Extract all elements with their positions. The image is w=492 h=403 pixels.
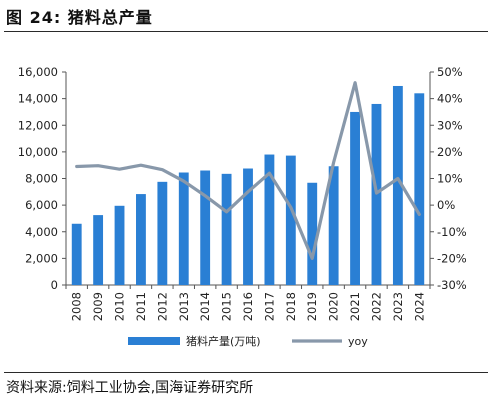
legend-swatch-bar bbox=[128, 337, 180, 345]
bar-2024 bbox=[414, 93, 425, 285]
bar-2008 bbox=[71, 223, 82, 285]
x-tick-label: 2014 bbox=[198, 292, 212, 321]
x-tick-label: 2019 bbox=[305, 292, 319, 321]
bar-2020 bbox=[328, 166, 339, 285]
left-tick-label: 14,000 bbox=[18, 92, 58, 106]
bar-2019 bbox=[307, 182, 318, 285]
left-tick-label: 6,000 bbox=[25, 198, 58, 212]
x-tick-label: 2015 bbox=[220, 292, 234, 321]
bar-2017 bbox=[264, 154, 275, 285]
x-tick-label: 2022 bbox=[369, 292, 383, 321]
x-tick-label: 2009 bbox=[91, 292, 105, 321]
bar-2009 bbox=[93, 215, 104, 285]
right-tick-label: 10% bbox=[437, 172, 463, 186]
bar-2016 bbox=[243, 168, 253, 285]
figure-title: 图 24: 猪料总产量 bbox=[6, 8, 153, 27]
right-tick-label: 50% bbox=[437, 65, 463, 79]
left-tick-label: 0 bbox=[51, 278, 58, 292]
right-tick-label: -30% bbox=[437, 278, 467, 292]
left-tick-label: 2,000 bbox=[25, 251, 58, 265]
x-tick-label: 2012 bbox=[155, 292, 169, 321]
legend-label-line: yoy bbox=[348, 335, 368, 348]
x-tick-label: 2021 bbox=[348, 292, 362, 321]
bar-2014 bbox=[200, 170, 211, 285]
x-tick-label: 2024 bbox=[412, 292, 426, 321]
x-tick-label: 2020 bbox=[327, 292, 341, 321]
x-tick-label: 2023 bbox=[391, 292, 405, 321]
left-tick-label: 10,000 bbox=[18, 145, 58, 159]
bar-2015 bbox=[221, 173, 232, 285]
left-tick-label: 12,000 bbox=[18, 118, 58, 132]
source-note: 资料来源:饲料工业协会,国海证券研究所 bbox=[6, 380, 254, 396]
x-tick-label: 2013 bbox=[177, 292, 191, 321]
left-tick-label: 16,000 bbox=[18, 65, 58, 79]
right-tick-label: -10% bbox=[437, 225, 467, 239]
source-rule bbox=[4, 372, 488, 373]
bar-2021 bbox=[350, 111, 360, 285]
x-tick-label: 2010 bbox=[113, 292, 127, 321]
bar-2010 bbox=[114, 205, 125, 285]
bar-2012 bbox=[157, 181, 168, 285]
bar-2011 bbox=[136, 194, 146, 285]
bar-2023 bbox=[392, 85, 403, 286]
yoy-line bbox=[75, 81, 421, 260]
left-tick-label: 8,000 bbox=[25, 172, 58, 186]
bar-2013 bbox=[178, 172, 189, 285]
right-tick-label: 30% bbox=[437, 118, 463, 132]
bar-2018 bbox=[285, 155, 296, 285]
right-tick-label: -20% bbox=[437, 251, 467, 265]
title-rule bbox=[4, 31, 488, 32]
chart: 0 2,000 4,000 6,000 8,000 10,000 12,000 14,000 1… bbox=[18, 65, 467, 348]
right-tick-label: 20% bbox=[437, 145, 463, 159]
x-tick-label: 2008 bbox=[70, 292, 84, 321]
right-tick-label: 40% bbox=[437, 92, 463, 106]
left-tick-label: 4,000 bbox=[25, 225, 58, 239]
right-tick-label: 0% bbox=[437, 198, 455, 212]
x-tick-label: 2017 bbox=[262, 292, 276, 321]
x-tick-label: 2016 bbox=[241, 292, 255, 321]
x-tick-label: 2018 bbox=[284, 292, 298, 321]
legend-label-bar: 猪料产量(万吨) bbox=[186, 334, 261, 348]
x-tick-label: 2011 bbox=[134, 292, 148, 321]
